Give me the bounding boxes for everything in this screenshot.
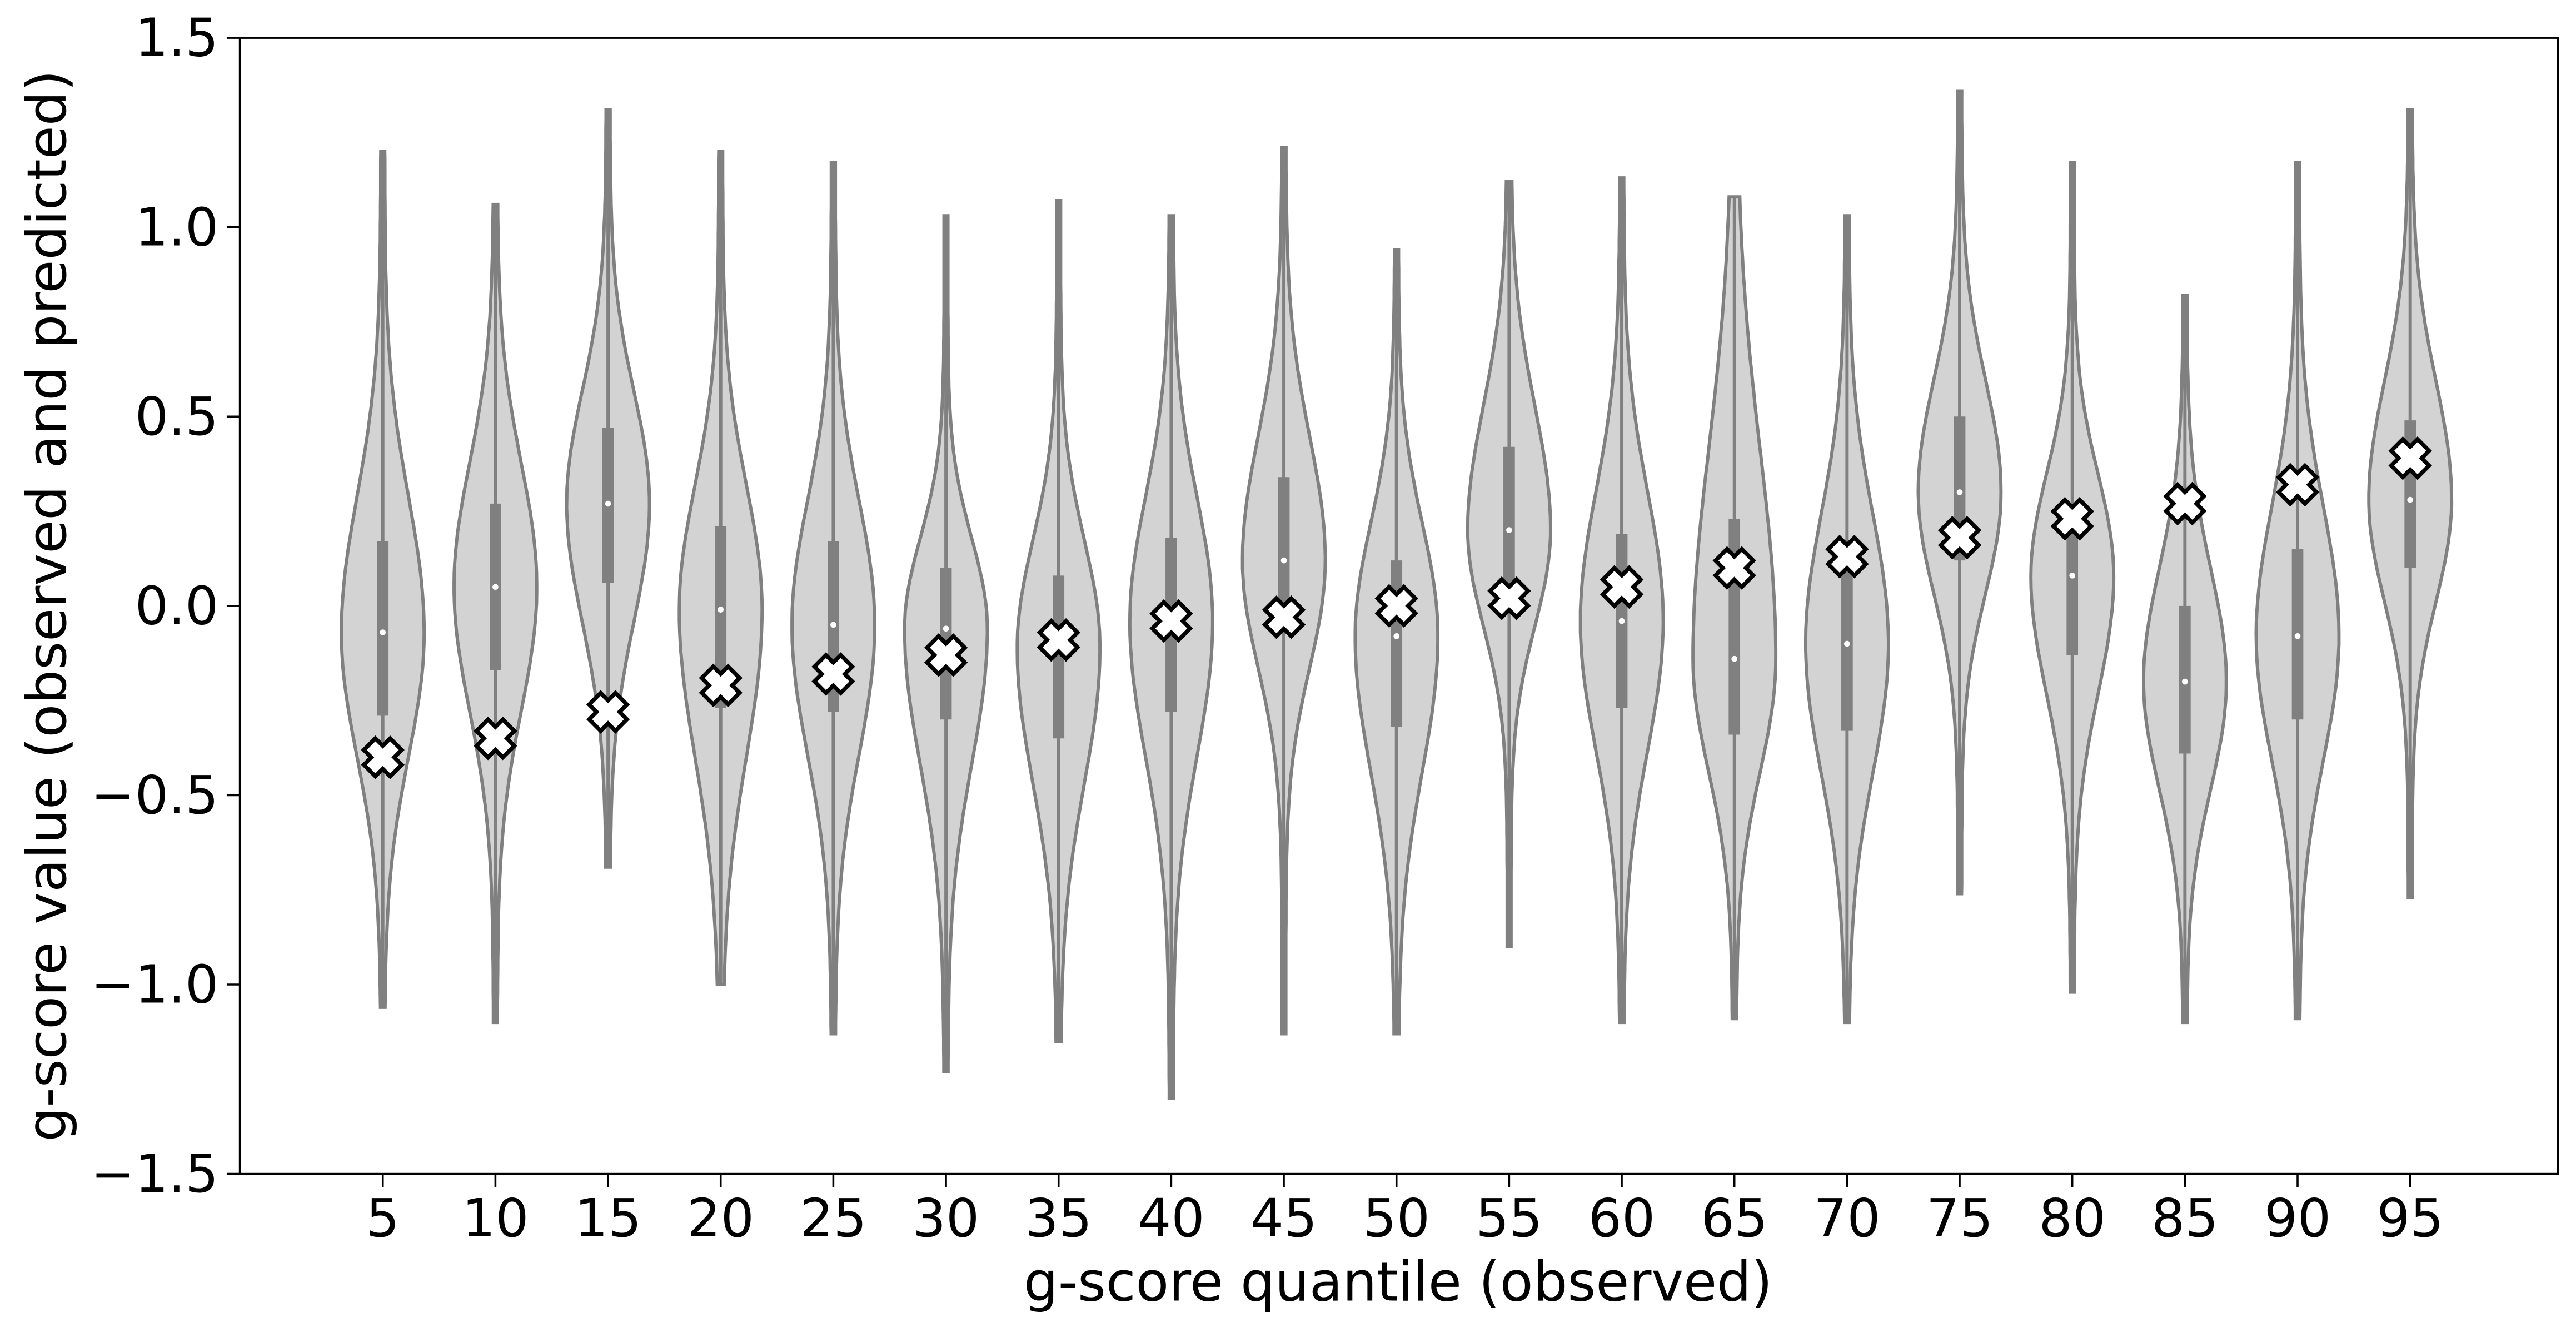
median <box>943 625 949 632</box>
x-tick-label: 25 <box>800 1188 866 1249</box>
x-tick-label: 85 <box>2151 1188 2218 1249</box>
x-tick-label: 55 <box>1476 1188 1542 1249</box>
marker <box>1037 618 1080 662</box>
median <box>1506 527 1512 533</box>
x-tick-label: 90 <box>2264 1188 2331 1249</box>
marker <box>811 652 855 696</box>
median <box>1393 633 1400 639</box>
median <box>1844 640 1850 647</box>
x-tick-label: 35 <box>1025 1188 1092 1249</box>
marker <box>2388 436 2432 480</box>
median <box>1280 557 1287 564</box>
median <box>1731 655 1738 662</box>
y-tick-label: 1.0 <box>135 197 218 258</box>
marker <box>1149 599 1193 643</box>
median <box>2407 496 2414 503</box>
marker <box>699 663 743 708</box>
x-tick-label: 95 <box>2377 1188 2444 1249</box>
marker <box>361 735 405 779</box>
marker <box>2163 481 2207 526</box>
median <box>2069 573 2076 579</box>
plot-frame <box>238 37 2559 1175</box>
marker <box>1487 576 1531 620</box>
x-tick-label: 70 <box>1813 1188 1880 1249</box>
marker <box>1262 595 1306 639</box>
x-tick-label: 45 <box>1250 1188 1317 1249</box>
median <box>2182 678 2188 685</box>
y-tick-label: 0.0 <box>135 575 218 637</box>
median <box>2294 633 2301 639</box>
median <box>492 584 499 590</box>
x-axis-label: g-score quantile (observed) <box>1024 1251 1772 1314</box>
marker <box>1374 584 1418 628</box>
marker <box>924 633 968 677</box>
median <box>1618 618 1625 624</box>
median <box>605 500 611 507</box>
x-tick-label: 40 <box>1138 1188 1204 1249</box>
x-tick-label: 30 <box>913 1188 979 1249</box>
x-tick-label: 80 <box>2039 1188 2106 1249</box>
marker <box>2275 463 2320 507</box>
median <box>380 629 386 635</box>
x-tick-label: 20 <box>687 1188 754 1249</box>
y-tick-label: 0.5 <box>135 386 218 448</box>
median <box>1956 489 1963 495</box>
y-tick-label: −0.5 <box>91 765 218 826</box>
marker <box>2050 496 2094 541</box>
marker <box>1600 565 1644 609</box>
x-tick-label: 15 <box>575 1188 641 1249</box>
y-axis-label: g-score value (observed and predicted) <box>16 70 79 1142</box>
x-tick-label: 75 <box>1926 1188 1993 1249</box>
x-tick-label: 60 <box>1588 1188 1655 1249</box>
median <box>830 622 836 628</box>
y-tick-label: −1.0 <box>91 954 218 1015</box>
marker <box>1937 515 1982 560</box>
x-tick-label: 65 <box>1701 1188 1768 1249</box>
marker <box>1825 535 1869 579</box>
marker <box>1712 546 1756 590</box>
marker <box>586 690 630 734</box>
x-tick-label: 10 <box>462 1188 529 1249</box>
x-tick-label: 5 <box>366 1188 400 1249</box>
y-tick-label: −1.5 <box>91 1144 218 1205</box>
median <box>718 607 724 613</box>
marker <box>474 716 517 761</box>
y-tick-label: 1.5 <box>135 8 218 69</box>
x-tick-label: 50 <box>1363 1188 1430 1249</box>
